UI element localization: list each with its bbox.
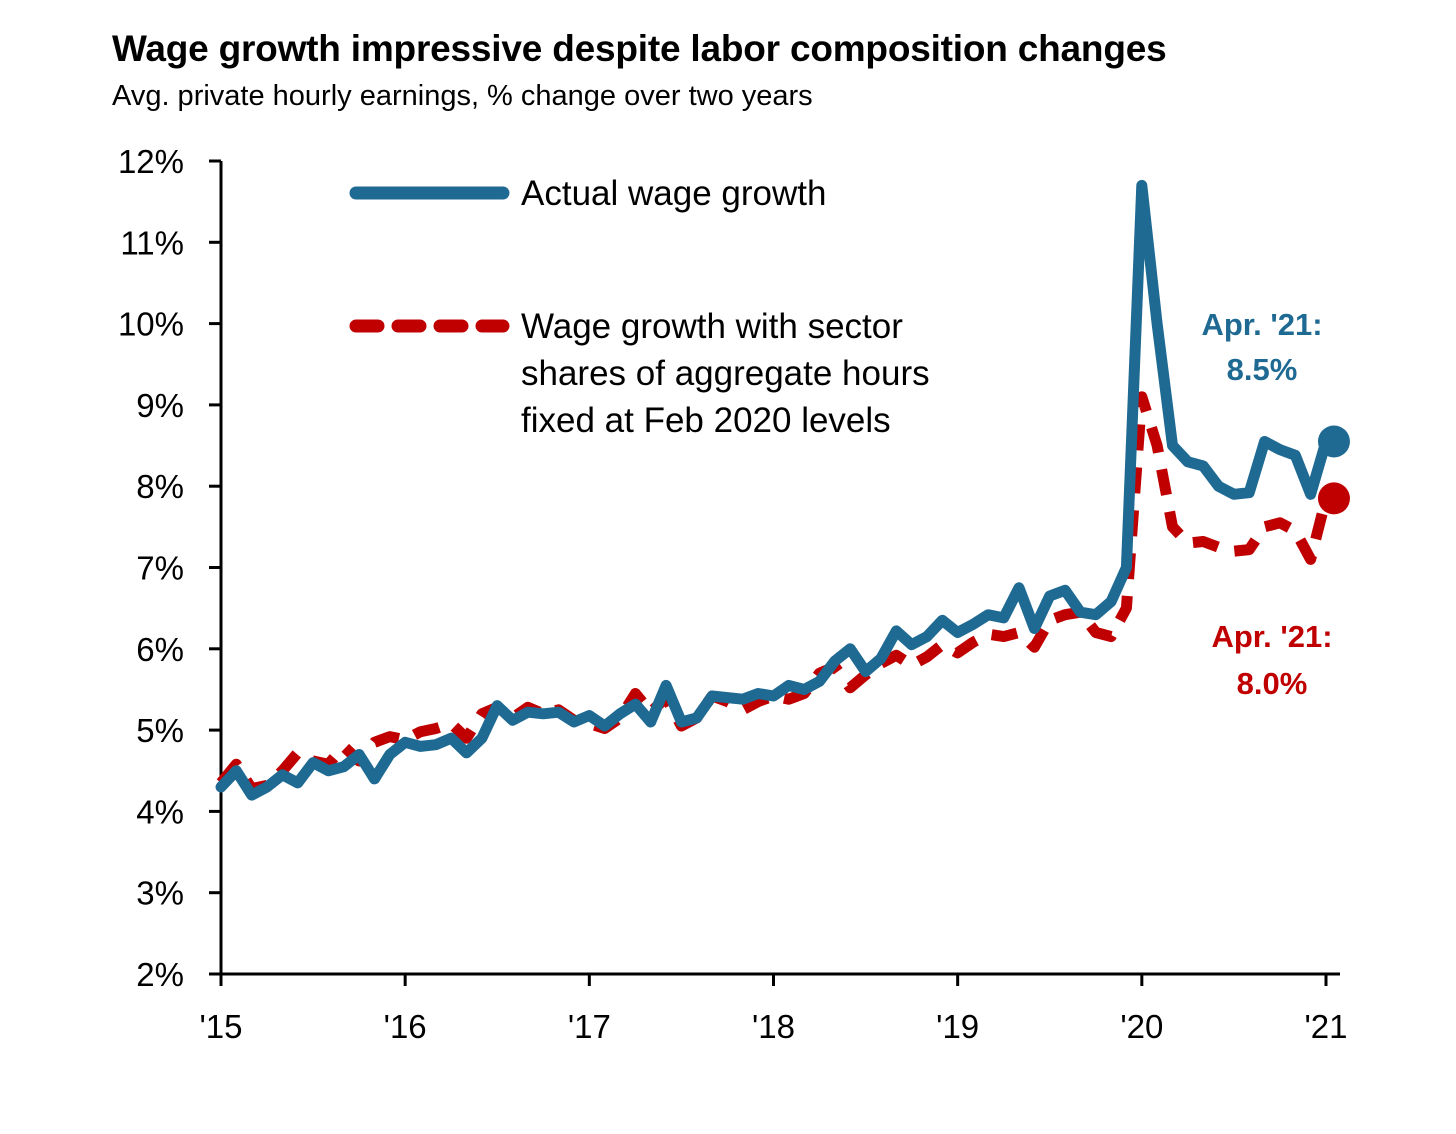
legend-label-fixed: Wage growth with sector shares of aggreg… [521,307,939,440]
chart-subtitle: Avg. private hourly earnings, % change o… [112,80,813,112]
x-tick-label: '17 [568,1008,611,1045]
y-tick-label: 9% [136,387,184,424]
annotation-fixed-line-1: Apr. '21: [1211,619,1332,654]
legend: Actual wage growth Wage growth with sect… [349,174,939,440]
x-tick-label: '16 [384,1008,427,1045]
y-tick-label: 10% [118,306,184,343]
y-tick-label: 12% [118,143,184,180]
series-line-actual [215,179,1332,801]
chart-title: Wage growth impressive despite labor com… [112,28,1167,69]
x-tick-label: '18 [752,1008,795,1045]
chart-axes [219,161,1340,976]
end-marker-actual [1317,425,1350,458]
y-axis-ticks: 2% 3% 4% 5% 6% 7% 8% 9% 10% 11% 12% [118,143,221,993]
series-line-fixed [216,391,1332,795]
x-tick-label: '15 [199,1008,242,1045]
legend-label-fixed-line-2: shares of aggregate hours [521,354,930,393]
y-tick-label: 2% [136,956,184,993]
x-tick-label: '20 [1120,1008,1163,1045]
series-layer [215,179,1350,801]
annotation-actual-line-1: Apr. '21: [1201,307,1322,342]
x-tick-label: '21 [1304,1008,1347,1045]
y-tick-label: 5% [136,712,184,749]
annotation-actual: Apr. '21: 8.5% [1201,307,1322,387]
y-tick-label: 7% [136,550,184,587]
y-tick-label: 11% [120,224,184,261]
legend-label-fixed-line-1: Wage growth with sector [521,307,903,346]
annotation-fixed-line-2: 8.0% [1237,666,1308,701]
legend-label-actual: Actual wage growth [521,174,826,213]
annotation-actual-line-2: 8.5% [1227,352,1298,387]
y-tick-label: 6% [136,631,184,668]
y-tick-label: 4% [136,793,184,830]
legend-label-fixed-line-3: fixed at Feb 2020 levels [521,401,891,440]
annotation-fixed: Apr. '21: 8.0% [1211,619,1332,701]
y-tick-label: 8% [136,468,184,505]
y-tick-label: 3% [136,875,184,912]
end-marker-fixed [1317,482,1350,515]
x-axis-ticks: '15 '16 '17 '18 '19 '20 '21 [199,974,1348,1045]
x-tick-label: '19 [936,1008,979,1045]
